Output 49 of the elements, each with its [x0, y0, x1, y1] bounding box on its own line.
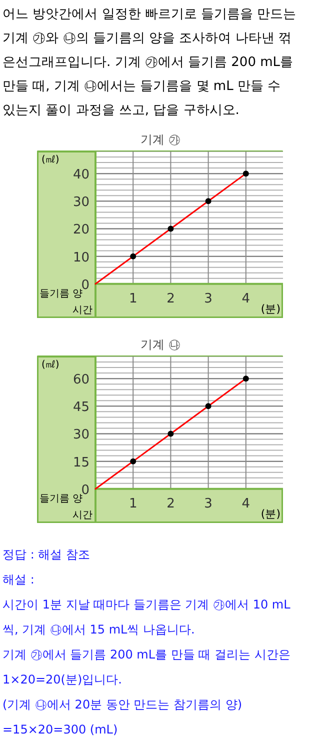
point	[168, 226, 174, 232]
point	[242, 170, 249, 177]
y-axis-title: (㎖)	[42, 154, 60, 166]
text: 1×20=20(분)입니다.	[2, 672, 122, 686]
text: 만들 때, 기계 ㉯에서는 들기름을 몇 mL 만들 수	[2, 79, 281, 94]
text: 있는지 풀이 과정을 쓰고, 답을 구하시오.	[2, 103, 240, 118]
y-tick-label: 15	[72, 455, 90, 470]
text: 시간이 1분 지날 때마다 들기름은 기계 ㉮에서 10 mL	[2, 598, 291, 612]
text: 어느 방앗간에서 일정한 빠르기로 들기름을 만드는	[2, 7, 296, 22]
x-tick-label: 2	[166, 496, 175, 512]
text: 들기름 양	[39, 288, 83, 300]
text: 시간	[72, 510, 92, 522]
text: (기계 ㉯에서 20분 동안 만드는 참기름의 양)	[2, 698, 242, 712]
x-tick-label: 3	[204, 292, 212, 307]
text: 들기름 양	[39, 493, 83, 504]
y-tick-label: 60	[72, 372, 90, 388]
x-tick-label: 1	[128, 496, 138, 512]
x-tick-label: 3	[204, 496, 212, 512]
text: 기계 ㉮에서 들기름 200 mL를 만들 때 걸리는 시간은	[2, 648, 290, 662]
point	[205, 198, 212, 204]
x-axis-title: (분)	[260, 302, 281, 316]
text: 기계 ㉮와 ㉯의 들기름의 양을 조사하여 나타낸 꺾	[2, 31, 292, 46]
point	[205, 403, 212, 410]
point	[242, 376, 249, 382]
point	[168, 430, 174, 437]
y-tick-label: 0	[81, 482, 90, 498]
text: 씩, 기계 ㉯에서 15 mL씩 나옵니다.	[2, 622, 195, 636]
x-tick-label: 1	[128, 292, 138, 307]
y-tick-label: 30	[72, 195, 90, 210]
y-tick-label: 40	[72, 168, 90, 183]
x-axis-title: (분)	[260, 508, 281, 521]
x-tick-label: 4	[242, 496, 250, 512]
x-tick-label: 2	[166, 292, 175, 307]
y-tick-label: 30	[72, 428, 90, 443]
y-tick-label: 20	[72, 222, 90, 238]
chart-title: 기계 ㉮	[140, 132, 180, 146]
point	[130, 458, 136, 464]
point	[130, 253, 136, 260]
text: 은선그래프입니다. 기계 ㉮에서 들기름 200 mL를	[2, 55, 294, 70]
y-tick-label: 0	[81, 278, 90, 293]
text: =15×20=300 (mL)	[2, 722, 118, 736]
x-tick-label: 4	[242, 292, 250, 307]
y-tick-label: 45	[72, 400, 90, 416]
y-tick-label: 10	[72, 250, 90, 266]
text: 해설 :	[2, 572, 34, 586]
y-axis-title: (㎖)	[42, 359, 60, 370]
text: 정답 : 해설 참조	[2, 548, 90, 562]
chart-title: 기계 ㉯	[140, 338, 180, 352]
text: 시간	[72, 305, 92, 316]
